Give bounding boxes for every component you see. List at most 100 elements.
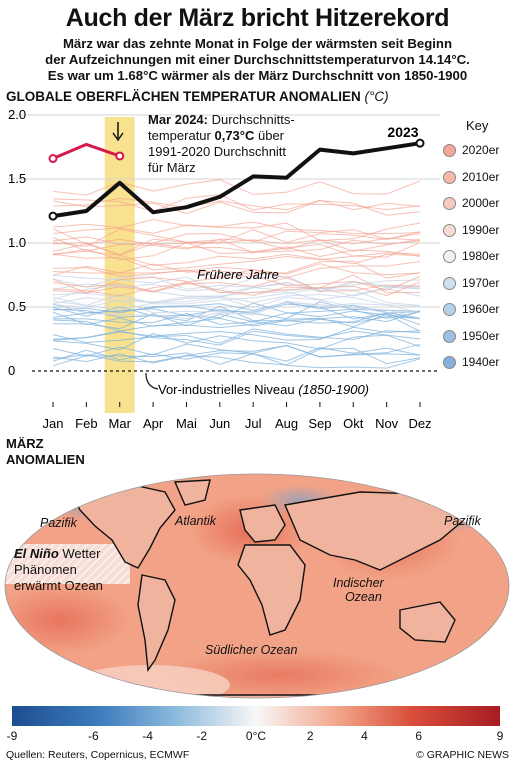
colorbar-tick-1: -6: [87, 729, 99, 743]
series-2024-line: [52, 142, 121, 160]
earlier-year-line: [52, 263, 421, 276]
chart-section-title-text: GLOBALE OBERFLÄCHEN TEMPERATUR ANOMALIEN: [6, 89, 361, 104]
earlier-year-line: [52, 218, 421, 235]
earlier-year-line: [52, 277, 421, 294]
map-section-title-1: MÄRZ: [6, 436, 44, 451]
earlier-year-line: [52, 222, 421, 242]
y-tick-label-0: 0: [8, 363, 15, 378]
source-text: Quellen: Reuters, Copernicus, ECMWF: [6, 749, 190, 761]
earlier-year-line: [52, 276, 421, 290]
colorbar-tick-3: -2: [196, 729, 208, 743]
chart-section-title: GLOBALE OBERFLÄCHEN TEMPERATUR ANOMALIEN…: [6, 89, 389, 104]
march-highlight-band: [104, 117, 135, 413]
colorbar-tick-5: 2: [306, 729, 314, 743]
series-2023-endpoint: [48, 211, 58, 221]
series-2024-endpoint: [48, 154, 58, 164]
map-label-indischer-1: Indischer: [333, 576, 384, 590]
earlier-year-line: [52, 301, 421, 320]
x-tick-label-sep: Sep: [308, 416, 331, 431]
earlier-year-line: [52, 260, 421, 279]
key-swatch: [443, 223, 456, 237]
x-tick-label-apr: Apr: [143, 416, 164, 431]
annotation-arrow: [112, 122, 124, 142]
earlier-year-line: [52, 228, 421, 245]
series-2023-line: [52, 141, 421, 219]
key-swatch: [443, 329, 456, 343]
preindustrial-label-text: Vor-industrielles Niveau: [158, 382, 298, 397]
africa: [237, 544, 306, 636]
y-tick-label-1.5: 1.5: [8, 171, 26, 186]
y-axis-ticks: 2.0 1.5 1.0 0.5 0: [8, 107, 26, 378]
earlier-year-line: [52, 228, 421, 248]
y-tick-label-2.0: 2.0: [8, 107, 26, 122]
subtitle-line-1: März war das zehnte Monat in Folge der w…: [62, 36, 453, 51]
key-swatch: [443, 276, 456, 290]
key-label: 1980er: [462, 249, 500, 263]
map-label-elnino-2: Phänomen: [14, 562, 77, 577]
europe: [239, 504, 286, 543]
annotation-line1-rest: Durchschnitts-: [207, 112, 295, 127]
earlier-year-line: [52, 328, 421, 344]
earlier-year-line: [52, 301, 421, 320]
x-axis-ticks: Jan Feb Mar Apr Mai Jun Jul Aug Sep Okt Nov Dez: [43, 402, 432, 431]
colorbar-tick-4: 0°C: [245, 729, 267, 743]
preindustrial-pointer: [145, 372, 159, 390]
march-2024-annotation: Mar 2024: Durchschnitts- temperatur 0,73…: [148, 112, 295, 176]
annotation-line3: 1991-2020 Durchschnitt: [148, 144, 287, 159]
colorbar-tick-2: -4: [142, 729, 153, 743]
x-tick-label-okt: Okt: [343, 416, 364, 431]
annotation-line2-pre: temperatur: [148, 128, 215, 143]
map-label-pazifik-right: Pazifik: [444, 514, 481, 528]
key-swatch: [443, 356, 456, 369]
map-label-el-nino: El Niño Wetter Phänomen erwärmt Ozean: [14, 546, 103, 594]
map-label-indischer-2: Ozean: [344, 590, 382, 604]
annotation-line2-post: über: [254, 128, 285, 143]
main-title: Auch der März bricht Hitzerekord: [65, 4, 450, 32]
subtitle-line-3: Es war um 1.68°C wärmer als der März Dur…: [47, 68, 468, 83]
earlier-year-line: [52, 274, 421, 294]
key-label: 2000er: [462, 196, 500, 210]
earlier-year-line: [52, 250, 421, 266]
map-label-elnino-bold: El Niño: [14, 546, 59, 561]
australia: [399, 601, 456, 643]
key-swatch: [443, 303, 456, 316]
map-label-atlantik: Atlantik: [175, 514, 216, 528]
key-swatch: [443, 197, 456, 210]
x-tick-label-feb: Feb: [75, 416, 97, 431]
colorbar-tick-8: 9: [496, 729, 504, 743]
earlier-year-line: [52, 197, 421, 211]
key-label: 1970er: [462, 275, 500, 290]
earlier-year-line: [52, 313, 421, 332]
colorbar: [12, 706, 500, 726]
antarctica: [79, 694, 441, 698]
earlier-year-line: [52, 347, 421, 366]
earlier-year-line: [52, 326, 421, 341]
highlighted-series: [48, 138, 425, 221]
earlier-year-line: [52, 243, 421, 258]
preindustrial-label: Vor-industrielles Niveau (1850-1900): [158, 382, 369, 397]
x-tick-label-jul: Jul: [245, 416, 262, 431]
map-label-suedlicher-ozean: Südlicher Ozean: [205, 643, 298, 657]
earlier-year-line: [52, 330, 421, 346]
key-label: 2020er: [462, 143, 500, 157]
earlier-year-line: [52, 296, 421, 314]
south-america: [137, 574, 176, 672]
subtitle-line-2: der Aufzeichnungen mit einer Durchschnit…: [45, 52, 470, 67]
map-label-elnino-rest: Wetter: [58, 546, 101, 561]
map-label-indischer-ozean: Indischer Ozean: [333, 576, 384, 604]
key-label: 1950er: [462, 328, 500, 343]
map-outline: [4, 473, 510, 699]
earlier-year-line: [52, 229, 421, 245]
colorbar-tick-7: 6: [415, 729, 422, 743]
colorbar-gradient: [12, 706, 500, 726]
earlier-year-line: [52, 193, 421, 213]
earlier-year-line: [52, 347, 421, 362]
x-tick-label-jun: Jun: [209, 416, 230, 431]
earlier-year-line: [52, 311, 421, 327]
credit-text: © GRAPHIC NEWS: [416, 749, 509, 761]
earlier-year-line: [52, 308, 421, 325]
earlier-year-line: [52, 287, 421, 307]
map-section-title-2: ANOMALIEN: [6, 452, 85, 467]
y-tick-label-0.5: 0.5: [8, 299, 26, 314]
greenland: [173, 479, 211, 506]
